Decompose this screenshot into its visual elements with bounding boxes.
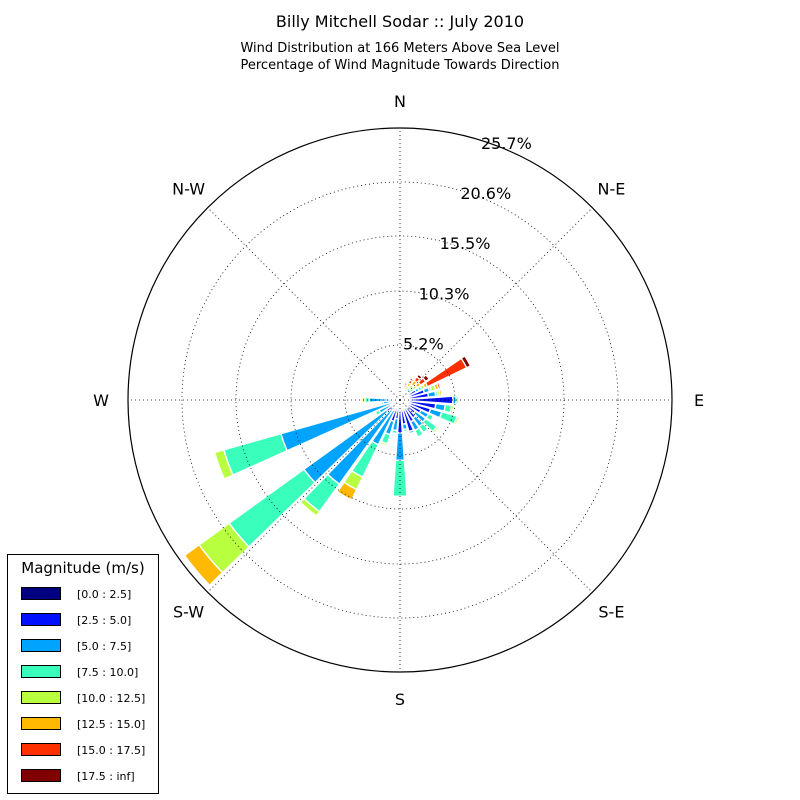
direction-label-s: S [395, 690, 405, 709]
direction-label-e: E [694, 391, 704, 410]
legend-label: [7.5 : 10.0] [77, 666, 139, 679]
legend-label: [17.5 : inf] [77, 770, 135, 783]
bar-220-bin-4 [299, 497, 321, 517]
bar-80-bin-7 [441, 388, 445, 397]
bar-50-bin-7 [421, 373, 431, 383]
bar-160-bin-3 [408, 430, 416, 436]
radial-label-1: 10.3% [419, 285, 470, 304]
bar-120-bin-6 [431, 416, 438, 424]
radial-label-0: 5.2% [403, 335, 444, 354]
legend-swatch [21, 639, 61, 652]
bar-280-bin-3 [389, 396, 393, 400]
bar-60-bin-7 [460, 355, 472, 369]
bar-150-bin-4 [417, 433, 425, 440]
grid-ring-1 [290, 290, 510, 510]
grid-ring-0 [344, 344, 456, 456]
outer-circle [127, 127, 673, 673]
bar-210-bin-5 [336, 481, 358, 501]
legend-swatch [21, 769, 61, 782]
bar-240-bin-4 [373, 411, 379, 418]
legend-title: Magnitude (m/s) [21, 559, 145, 577]
chart-subtitle-line1: Wind Distribution at 166 Meters Above Se… [240, 41, 560, 56]
legend-swatch [21, 717, 61, 730]
direction-label-n: N [394, 92, 406, 111]
radial-label-2: 15.5% [440, 234, 491, 253]
bar-230-bin-5 [183, 543, 224, 587]
bar-200-bin-5 [379, 442, 388, 448]
grid-spoke-315 [207, 207, 401, 401]
bar-330-bin-2 [396, 394, 400, 398]
bar-60-bin-6 [424, 357, 468, 388]
legend-swatch [21, 743, 61, 756]
direction-label-w: W [93, 391, 109, 410]
radial-labels: 5.2% 10.3% 15.5% 20.6% 25.7% [403, 134, 532, 353]
windrose-bars [183, 355, 472, 587]
bar-140-bin-5 [423, 428, 431, 436]
legend-label: [12.5 : 15.0] [77, 718, 146, 731]
direction-label-n-w: N-W [172, 180, 205, 199]
legend-label: [15.0 : 17.5] [77, 744, 146, 757]
direction-label-n-e: N-E [597, 180, 625, 199]
bar-110-bin-6 [456, 416, 462, 427]
legend-swatch [21, 613, 61, 626]
bar-260-bin-4 [379, 401, 383, 406]
legend-label: [2.5 : 5.0] [77, 614, 132, 627]
grid-spoke-135 [399, 399, 593, 593]
bar-290-bin-2 [393, 396, 397, 400]
legend-label: [10.0 : 12.5] [77, 692, 146, 705]
bar-180-bin-3 [392, 459, 408, 498]
polar-grid [128, 128, 672, 672]
legend: Magnitude (m/s) [0.0 : 2.5] [2.5 : 5.0] [5… [7, 554, 159, 794]
bar-350-bin-1 [398, 396, 401, 399]
bar-170-bin-4 [402, 429, 409, 434]
radial-label-3: 20.6% [460, 184, 511, 203]
direction-label-s-w: S-W [173, 602, 204, 621]
legend-swatch [21, 587, 61, 600]
radial-label-4: 25.7% [481, 134, 532, 153]
grid-spoke-225 [207, 399, 401, 593]
legend-label: [0.0 : 2.5] [77, 588, 132, 601]
legend-swatch [21, 665, 61, 678]
bar-40-bin-7 [415, 373, 424, 381]
direction-label-s-e: S-E [598, 602, 624, 621]
legend-label: [5.0 : 7.5] [77, 640, 132, 653]
bar-250-bin-3 [222, 432, 288, 476]
bar-190-bin-4 [390, 431, 398, 436]
bar-250-bin-4 [213, 448, 234, 480]
bar-230-bin-3 [228, 468, 317, 548]
legend-swatch [21, 691, 61, 704]
chart-subtitle-line2: Percentage of Wind Magnitude Towards Dir… [240, 58, 560, 73]
bar-70-bin-7 [437, 381, 443, 390]
chart-title: Billy Mitchell Sodar :: July 2010 [275, 12, 525, 31]
grid-ring-3 [181, 181, 619, 619]
grid-spoke-45 [399, 207, 593, 401]
direction-labels: N N-E E S-E S S-W W N-W [93, 92, 704, 709]
bar-130-bin-6 [433, 427, 442, 436]
